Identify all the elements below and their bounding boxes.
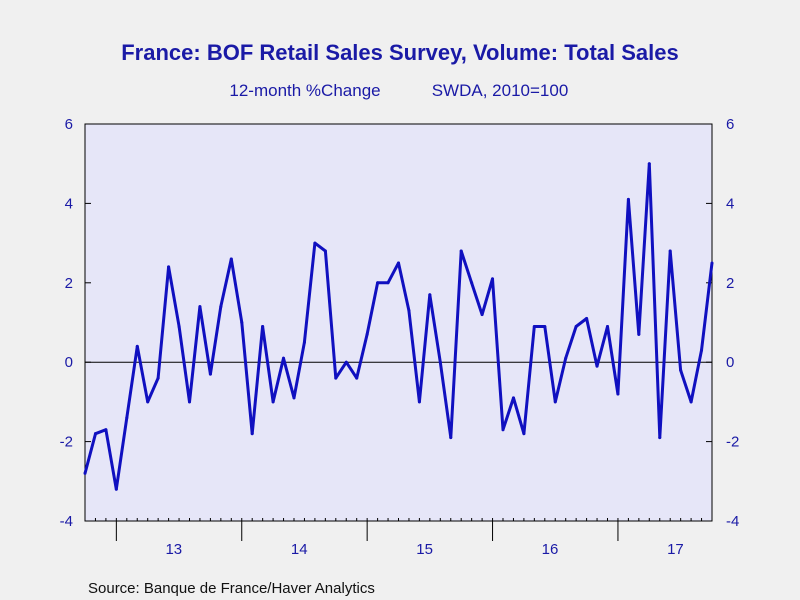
data-point (668, 249, 672, 253)
data-point (689, 400, 693, 404)
data-point (365, 332, 369, 336)
series-group (83, 162, 714, 491)
data-point (156, 376, 160, 380)
y-tick-label-right: 4 (726, 195, 734, 212)
data-point (553, 400, 557, 404)
data-point (626, 197, 630, 201)
data-point (710, 261, 714, 265)
data-point (198, 305, 202, 309)
data-point (616, 392, 620, 396)
data-point (438, 360, 442, 364)
y-tick-label-right: -4 (726, 513, 739, 530)
data-point (292, 396, 296, 400)
x-tick-label: 15 (416, 541, 433, 558)
x-tick-label: 13 (165, 541, 182, 558)
axis-ticks: 6 6 4 4 2 2 0 0 -2 -2 -4 -4 13 14 15 16 17 (60, 116, 740, 558)
data-point (606, 324, 609, 328)
data-point (250, 432, 254, 436)
y-tick-label-left: 6 (65, 116, 73, 133)
data-point (658, 436, 662, 440)
data-point (240, 321, 244, 324)
data-point (146, 400, 150, 404)
data-point (135, 344, 139, 348)
y-tick-label-left: 0 (65, 354, 73, 371)
y-tick-label-left: 4 (65, 195, 73, 212)
data-point (585, 317, 589, 321)
data-point (501, 428, 505, 432)
data-point (491, 277, 495, 281)
chart-subtitle-right: SWDA, 2010=100 (432, 81, 569, 100)
y-tick-label-left: 2 (65, 275, 73, 292)
x-tick-label: 16 (542, 541, 559, 558)
data-point (334, 376, 338, 380)
data-point (595, 364, 599, 368)
data-point (522, 432, 526, 436)
data-point (261, 324, 265, 328)
y-tick-label-right: 0 (726, 354, 734, 371)
x-tick-label: 14 (291, 541, 308, 558)
y-tick-label-left: -4 (60, 513, 73, 530)
y-tick-label-right: 6 (726, 116, 734, 133)
data-point (532, 324, 536, 328)
plot-area (84, 123, 713, 522)
data-point (177, 324, 181, 328)
x-tick-label: 17 (667, 541, 684, 558)
y-tick-label-left: -2 (60, 434, 73, 451)
data-point (229, 257, 233, 261)
data-point (679, 368, 683, 372)
data-point (355, 376, 359, 380)
data-point (344, 360, 348, 364)
data-point (188, 400, 191, 404)
data-point (449, 436, 453, 440)
y-tick-label-right: -2 (726, 434, 739, 451)
data-point (323, 249, 327, 253)
chart-subtitle-left: 12-month %Change (229, 81, 380, 100)
data-point (83, 471, 87, 475)
data-point (637, 332, 641, 336)
data-point (208, 372, 212, 376)
data-point (407, 309, 411, 313)
chart-title: France: BOF Retail Sales Survey, Volume:… (121, 40, 679, 65)
data-point (114, 487, 118, 491)
data-point (397, 261, 400, 265)
data-point (167, 265, 171, 269)
data-point (386, 281, 390, 285)
data-point (543, 324, 547, 328)
data-point (511, 396, 515, 400)
source-note: Source: Banque de France/Haver Analytics (88, 580, 375, 597)
data-point (459, 249, 463, 253)
data-point (647, 162, 651, 166)
data-point (470, 281, 474, 285)
data-point (428, 293, 432, 297)
data-point (271, 400, 275, 404)
data-point (376, 281, 380, 285)
data-point (104, 428, 108, 432)
data-point (93, 432, 97, 436)
data-point (282, 356, 286, 360)
data-point (480, 313, 484, 317)
data-point (313, 241, 317, 245)
y-tick-label-right: 2 (726, 275, 734, 292)
data-point (700, 348, 704, 352)
data-point (564, 356, 568, 360)
data-point (125, 416, 129, 420)
data-point (219, 305, 223, 309)
data-point (574, 324, 578, 328)
data-point (417, 400, 421, 404)
data-point (302, 340, 306, 344)
